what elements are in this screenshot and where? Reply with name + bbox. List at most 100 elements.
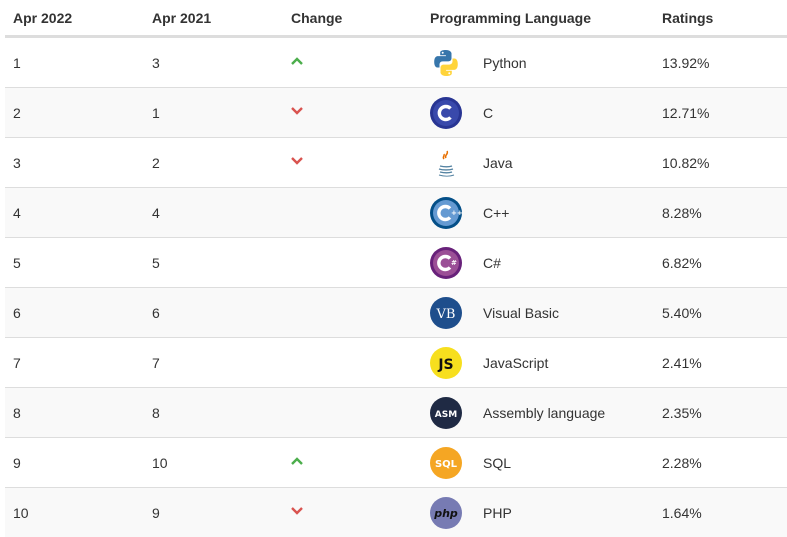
arrow-up-icon [291, 457, 303, 465]
table-row: 8 8 ASM Assembly language 2.35% [5, 387, 787, 437]
language-name: C# [483, 254, 501, 271]
header-apr-2022[interactable]: Apr 2022 [13, 9, 73, 26]
java-logo-icon [430, 147, 462, 179]
php-logo-icon: php [430, 496, 462, 529]
rank-2021: 9 [152, 504, 160, 521]
assembly-logo-icon: ASM [430, 396, 462, 429]
rating-value: 2.35% [662, 404, 702, 421]
svg-text:ASM: ASM [435, 410, 457, 420]
svg-text:JS: JS [437, 357, 453, 373]
language-name: JavaScript [483, 354, 549, 371]
sql-logo-icon: SQL [430, 446, 462, 479]
rank-2021: 1 [152, 104, 160, 121]
language-cell: Java [422, 147, 654, 179]
visual-basic-logo-icon: VB [430, 296, 462, 329]
table-row: 7 7 JS JavaScript 2.41% [5, 337, 787, 387]
rating-value: 1.64% [662, 504, 702, 521]
rank-2021: 2 [152, 154, 160, 171]
change-cell [283, 288, 422, 337]
table-row: 4 4 ++ C++ 8.28% [5, 187, 787, 237]
arrow-up-icon [291, 57, 303, 65]
rank-2021: 3 [152, 54, 160, 71]
table-header: Apr 2022 Apr 2021 Change Programming Lan… [5, 0, 787, 37]
rank-2022: 10 [13, 504, 29, 521]
language-name: Java [483, 154, 513, 171]
svg-text:#: # [451, 259, 457, 267]
language-name: Python [483, 54, 527, 71]
header-language[interactable]: Programming Language [430, 9, 592, 26]
rank-2022: 7 [13, 354, 21, 371]
rank-2021: 4 [152, 204, 160, 221]
rating-value: 12.71% [662, 104, 710, 121]
svg-text:SQL: SQL [435, 459, 458, 470]
rank-2022: 8 [13, 404, 21, 421]
rank-2022: 9 [13, 454, 21, 471]
rank-2022: 1 [13, 54, 21, 71]
table-row: 9 10 SQL SQL 2.28% [5, 437, 787, 487]
table-row: 10 9 php PHP 1.64% [5, 487, 787, 537]
table-body: 1 3 Python 13.92% 2 1 C 12.71% 3 2 Java 10.82% 4 4 ++ C… [5, 37, 787, 537]
language-cell: VB Visual Basic [422, 296, 654, 329]
svg-text:++: ++ [451, 209, 462, 217]
svg-text:php: php [433, 507, 458, 520]
language-name: C++ [483, 204, 510, 221]
arrow-down-icon [291, 107, 303, 115]
rating-value: 6.82% [662, 254, 702, 271]
change-cell [283, 388, 422, 437]
rank-2022: 3 [13, 154, 21, 171]
rating-value: 2.41% [662, 354, 702, 371]
language-cell: ASM Assembly language [422, 396, 654, 429]
table-row: 5 5 # C# 6.82% [5, 237, 787, 287]
rank-2022: 2 [13, 104, 21, 121]
rank-2021: 7 [152, 354, 160, 371]
language-cell: C [422, 96, 654, 129]
ranking-table: Apr 2022 Apr 2021 Change Programming Lan… [5, 0, 787, 537]
header-apr-2021[interactable]: Apr 2021 [152, 9, 212, 26]
language-cell: Python [422, 47, 654, 79]
change-cell [283, 38, 422, 87]
change-cell [283, 238, 422, 287]
rating-value: 2.28% [662, 454, 702, 471]
table-row: 1 3 Python 13.92% [5, 37, 787, 87]
language-name: PHP [483, 504, 512, 521]
language-cell: ++ C++ [422, 196, 654, 229]
svg-text:VB: VB [436, 307, 456, 322]
language-name: C [483, 104, 494, 121]
rank-2022: 6 [13, 304, 21, 321]
language-cell: JS JavaScript [422, 346, 654, 379]
rank-2021: 8 [152, 404, 160, 421]
rank-2021: 6 [152, 304, 160, 321]
table-row: 3 2 Java 10.82% [5, 137, 787, 187]
header-ratings[interactable]: Ratings [662, 9, 714, 26]
table-row: 2 1 C 12.71% [5, 87, 787, 137]
change-cell [283, 338, 422, 387]
language-name: Assembly language [483, 404, 606, 421]
arrow-down-icon [291, 507, 303, 515]
rank-2021: 10 [152, 454, 168, 471]
rating-value: 10.82% [662, 154, 710, 171]
change-cell [283, 138, 422, 187]
change-cell [283, 488, 422, 537]
rating-value: 5.40% [662, 304, 702, 321]
language-cell: php PHP [422, 496, 654, 529]
rank-2021: 5 [152, 254, 160, 271]
language-cell: # C# [422, 246, 654, 279]
rating-value: 8.28% [662, 204, 702, 221]
arrow-down-icon [291, 157, 303, 165]
header-change[interactable]: Change [291, 9, 343, 26]
rank-2022: 5 [13, 254, 21, 271]
change-cell [283, 88, 422, 137]
change-cell [283, 188, 422, 237]
javascript-logo-icon: JS [430, 346, 462, 379]
language-cell: SQL SQL [422, 446, 654, 479]
cpp-logo-icon: ++ [430, 196, 462, 229]
table-row: 6 6 VB Visual Basic 5.40% [5, 287, 787, 337]
csharp-logo-icon: # [430, 246, 462, 279]
language-name: SQL [483, 454, 512, 471]
python-logo-icon [430, 47, 462, 79]
rating-value: 13.92% [662, 54, 710, 71]
rank-2022: 4 [13, 204, 21, 221]
change-cell [283, 438, 422, 487]
language-name: Visual Basic [483, 304, 560, 321]
c-logo-icon [430, 96, 462, 129]
